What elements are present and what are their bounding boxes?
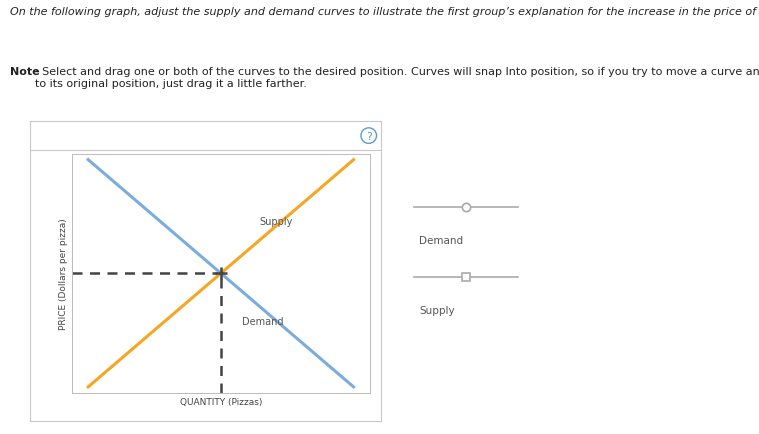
Text: Demand: Demand	[241, 316, 283, 326]
Text: Note: Note	[10, 67, 39, 77]
Text: ?: ?	[366, 132, 372, 141]
Text: On the following graph, adjust the supply and demand curves to illustrate the fi: On the following graph, adjust the suppl…	[10, 7, 759, 16]
Text: Supply: Supply	[260, 216, 293, 226]
Text: Supply: Supply	[419, 305, 455, 315]
Y-axis label: PRICE (Dollars per pizza): PRICE (Dollars per pizza)	[59, 218, 68, 329]
Text: Demand: Demand	[419, 236, 463, 246]
X-axis label: QUANTITY (Pizzas): QUANTITY (Pizzas)	[180, 397, 262, 406]
Text: : Select and drag one or both of the curves to the desired position. Curves will: : Select and drag one or both of the cur…	[35, 67, 759, 89]
